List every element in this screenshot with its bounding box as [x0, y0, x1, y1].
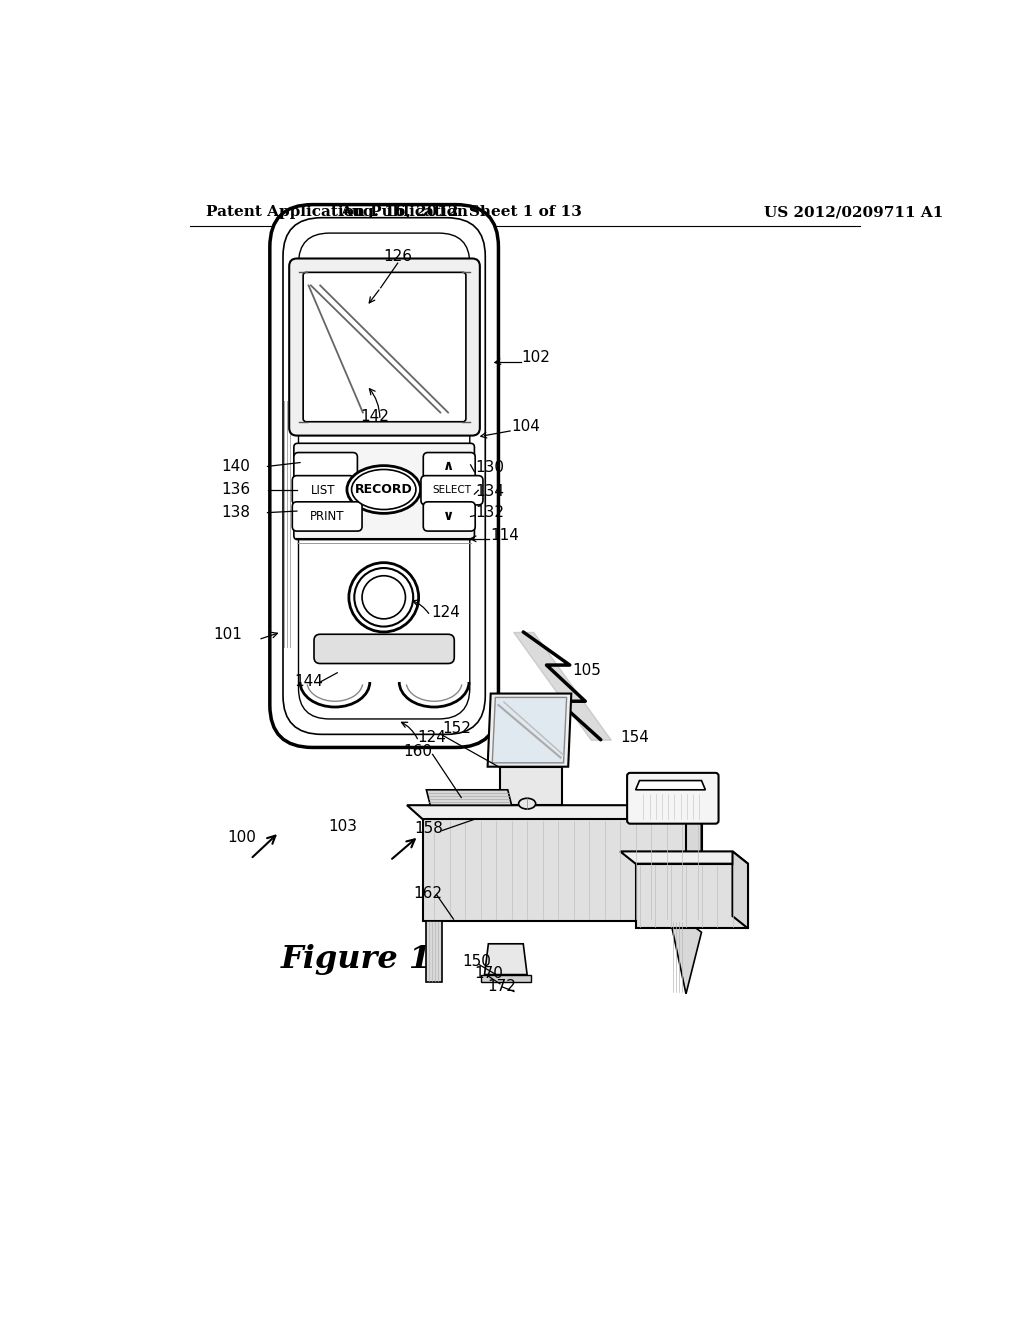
Text: 100: 100: [227, 830, 256, 845]
Polygon shape: [621, 851, 748, 863]
FancyBboxPatch shape: [270, 205, 499, 747]
Text: Patent Application Publication: Patent Application Publication: [206, 206, 468, 219]
FancyBboxPatch shape: [423, 502, 475, 531]
Text: RECORD: RECORD: [355, 483, 413, 496]
Polygon shape: [407, 805, 701, 818]
Text: 124: 124: [417, 730, 445, 744]
Text: 101: 101: [213, 627, 242, 642]
Text: 136: 136: [221, 482, 251, 498]
Text: 134: 134: [475, 483, 504, 499]
FancyBboxPatch shape: [294, 444, 474, 540]
Text: 140: 140: [221, 459, 251, 474]
Text: Figure 1: Figure 1: [281, 944, 432, 974]
Circle shape: [349, 562, 419, 632]
FancyBboxPatch shape: [627, 774, 719, 824]
Ellipse shape: [351, 470, 416, 510]
Text: 160: 160: [403, 743, 432, 759]
Polygon shape: [480, 974, 531, 982]
Polygon shape: [636, 780, 706, 789]
Text: 142: 142: [360, 409, 389, 424]
Text: 105: 105: [572, 663, 601, 678]
Text: 154: 154: [621, 730, 649, 744]
Circle shape: [362, 576, 406, 619]
FancyBboxPatch shape: [289, 259, 480, 436]
Polygon shape: [732, 851, 748, 928]
Polygon shape: [493, 697, 566, 763]
Text: ∨: ∨: [443, 510, 455, 524]
Polygon shape: [636, 863, 748, 928]
Text: 172: 172: [486, 978, 516, 994]
Polygon shape: [426, 789, 512, 805]
FancyBboxPatch shape: [314, 635, 455, 664]
Text: 102: 102: [521, 350, 551, 364]
Text: 126: 126: [384, 249, 413, 264]
Text: Aug. 16, 2012  Sheet 1 of 13: Aug. 16, 2012 Sheet 1 of 13: [340, 206, 583, 219]
FancyBboxPatch shape: [294, 453, 357, 480]
Text: 170: 170: [474, 965, 504, 981]
Text: PRINT: PRINT: [310, 510, 344, 523]
FancyBboxPatch shape: [421, 475, 483, 506]
Polygon shape: [484, 944, 527, 974]
Text: 144: 144: [295, 675, 324, 689]
Text: 162: 162: [414, 886, 442, 902]
Polygon shape: [686, 805, 701, 921]
Polygon shape: [671, 921, 701, 994]
Text: 103: 103: [328, 820, 357, 834]
Text: 130: 130: [475, 461, 504, 475]
FancyBboxPatch shape: [303, 272, 466, 422]
Text: 152: 152: [442, 721, 471, 735]
Text: 114: 114: [490, 528, 519, 544]
Text: ∧: ∧: [443, 459, 455, 474]
Text: SELECT: SELECT: [432, 486, 471, 495]
Text: 150: 150: [463, 954, 492, 969]
FancyBboxPatch shape: [423, 453, 475, 480]
Polygon shape: [423, 818, 701, 921]
Polygon shape: [500, 767, 562, 805]
Text: LIST: LIST: [311, 483, 336, 496]
Text: 138: 138: [221, 506, 251, 520]
Text: 158: 158: [415, 821, 443, 836]
Text: 124: 124: [432, 605, 461, 620]
Ellipse shape: [518, 799, 536, 809]
FancyBboxPatch shape: [292, 475, 354, 506]
Text: US 2012/0209711 A1: US 2012/0209711 A1: [764, 206, 943, 219]
Circle shape: [354, 568, 414, 627]
FancyBboxPatch shape: [299, 234, 470, 719]
FancyBboxPatch shape: [292, 502, 362, 531]
Text: 104: 104: [512, 418, 541, 434]
Text: 132: 132: [475, 506, 504, 520]
Polygon shape: [426, 921, 442, 982]
Polygon shape: [487, 693, 571, 767]
Ellipse shape: [347, 466, 421, 513]
FancyBboxPatch shape: [283, 218, 485, 734]
